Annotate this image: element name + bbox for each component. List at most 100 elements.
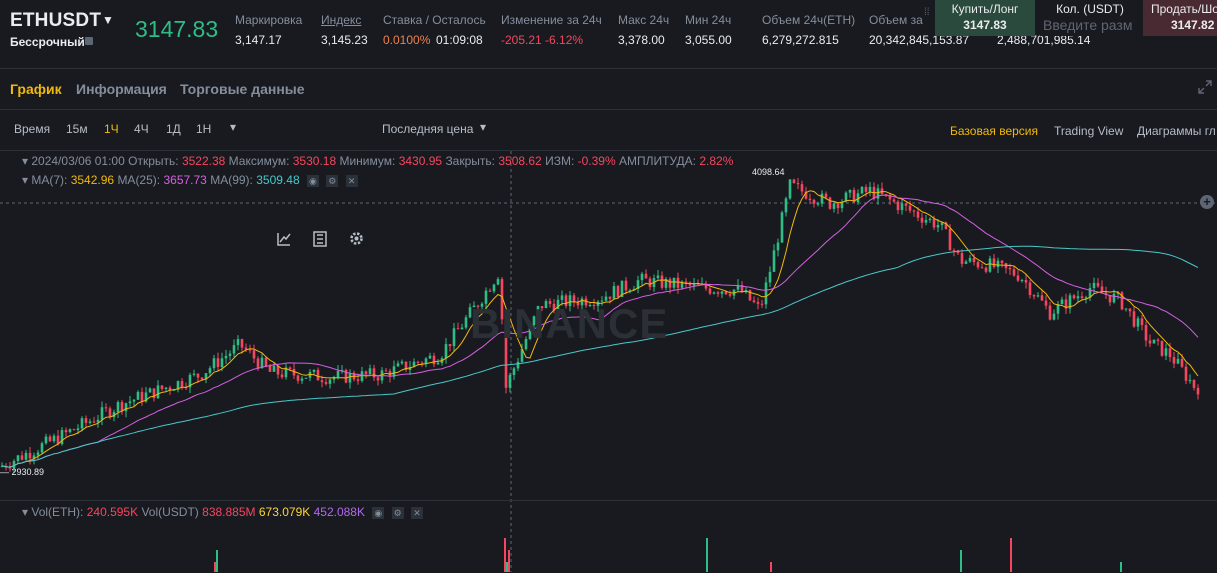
tab-trading-data[interactable]: Торговые данные bbox=[180, 81, 305, 97]
view-basic[interactable]: Базовая версия bbox=[950, 124, 1038, 138]
price-chart[interactable] bbox=[0, 151, 1217, 572]
candle-body bbox=[992, 258, 996, 268]
tab-chart[interactable]: График bbox=[10, 81, 62, 97]
candle-body bbox=[560, 295, 564, 300]
candle-body bbox=[180, 381, 184, 388]
ma-legend: ▾ MA(7): 3542.96 MA(25): 3657.73 MA(99):… bbox=[22, 173, 358, 187]
candle-body bbox=[932, 218, 936, 228]
candle-body bbox=[1148, 340, 1152, 344]
candle-body bbox=[1168, 348, 1172, 358]
view-tradingview[interactable]: Trading View bbox=[1054, 124, 1124, 138]
candle-body bbox=[268, 365, 272, 372]
vol-legend-caret-icon[interactable]: ▾ bbox=[22, 505, 32, 519]
drag-handle-icon[interactable]: ⁞⁞ bbox=[924, 7, 930, 18]
candle-body bbox=[728, 294, 732, 296]
candle-body bbox=[500, 279, 504, 320]
candle-body bbox=[892, 199, 896, 202]
view-depth[interactable]: Диаграммы гл bbox=[1137, 124, 1216, 138]
sell-short-button[interactable]: Продать/Шо 3147.82 bbox=[1143, 0, 1217, 36]
candle-body bbox=[220, 358, 224, 367]
candle-body bbox=[1080, 296, 1084, 299]
index-price-label[interactable]: Индекс bbox=[321, 13, 362, 27]
candle-body bbox=[1132, 311, 1136, 327]
buy-long-label: Купить/Лонг bbox=[951, 2, 1019, 16]
candle-body bbox=[284, 367, 288, 378]
candle-body bbox=[604, 296, 608, 301]
quantity-input[interactable]: Введите разм bbox=[1043, 17, 1133, 33]
candle-body bbox=[640, 273, 644, 281]
candle-body bbox=[452, 328, 456, 347]
interval-1w[interactable]: 1Н bbox=[196, 122, 212, 136]
candle-body bbox=[568, 295, 572, 306]
candle-body bbox=[828, 197, 832, 209]
vol-hide-eye-icon[interactable]: ◉ bbox=[372, 506, 385, 519]
tab-info[interactable]: Информация bbox=[76, 81, 167, 97]
candle-body bbox=[424, 358, 428, 364]
interval-1d[interactable]: 1Д bbox=[166, 122, 181, 136]
candle-body bbox=[676, 277, 680, 288]
candle-type-icon[interactable] bbox=[313, 231, 327, 247]
candle-body bbox=[344, 369, 348, 383]
candle-body bbox=[320, 380, 324, 383]
candle-body bbox=[948, 228, 952, 251]
interval-1h[interactable]: 1Ч bbox=[104, 122, 119, 136]
candle-body bbox=[148, 388, 152, 393]
price-type-select[interactable]: Последняя цена bbox=[382, 122, 474, 136]
candle-body bbox=[1120, 292, 1124, 310]
expand-icon[interactable] bbox=[1198, 80, 1212, 94]
candle-body bbox=[492, 284, 496, 292]
candle-body bbox=[544, 301, 548, 309]
plus-icon[interactable]: + bbox=[1200, 195, 1214, 209]
candle-body bbox=[1164, 348, 1168, 356]
interval-more-caret-icon[interactable]: ▾ bbox=[230, 120, 237, 134]
hide-eye-icon[interactable]: ◉ bbox=[306, 174, 319, 187]
candle-body bbox=[808, 198, 812, 200]
vol-close-icon[interactable]: ✕ bbox=[411, 506, 424, 519]
caret-down-icon[interactable]: ▼ bbox=[102, 13, 114, 27]
indicator-icon[interactable] bbox=[276, 231, 292, 247]
buy-long-button[interactable]: Купить/Лонг 3147.83 bbox=[935, 0, 1035, 36]
ma99-label: MA(99): bbox=[210, 173, 253, 187]
candle-body bbox=[24, 452, 28, 460]
symbol-selector[interactable]: ETHUSDT bbox=[10, 10, 102, 31]
candle-body bbox=[764, 282, 768, 305]
open-interest-value: 2,488,701,985.14 bbox=[997, 33, 1091, 47]
vol-settings-icon[interactable]: ⚙ bbox=[391, 506, 404, 519]
close-icon[interactable]: ✕ bbox=[345, 174, 358, 187]
candle-body bbox=[848, 189, 852, 193]
interval-4h[interactable]: 4Ч bbox=[134, 122, 149, 136]
low-price-value: 2930.89 bbox=[11, 467, 45, 477]
candle-body bbox=[780, 212, 784, 243]
candle-body bbox=[1068, 295, 1072, 309]
ma-legend-caret-icon[interactable]: ▾ bbox=[22, 173, 32, 187]
settings-gear-icon[interactable] bbox=[348, 230, 365, 247]
candle-body bbox=[528, 325, 532, 339]
candle-body bbox=[1128, 308, 1132, 312]
settings-icon[interactable]: ⚙ bbox=[326, 174, 339, 187]
price-type-caret-icon[interactable]: ▾ bbox=[480, 120, 487, 134]
candle-body bbox=[1084, 297, 1088, 299]
candle-body bbox=[708, 288, 712, 294]
candle-body bbox=[228, 353, 232, 356]
candle-body bbox=[356, 379, 360, 381]
ma7-line bbox=[1, 190, 1199, 468]
legend-caret-icon[interactable]: ▾ bbox=[22, 154, 32, 168]
candle-body bbox=[740, 285, 744, 293]
candle-body bbox=[332, 377, 336, 380]
candle-body bbox=[264, 357, 268, 366]
candle-body bbox=[988, 258, 992, 272]
contract-type: Бессрочный bbox=[10, 35, 85, 49]
amplitude-value: 2.82% bbox=[699, 154, 734, 168]
candle-body bbox=[868, 186, 872, 192]
candle-body bbox=[972, 258, 976, 263]
candle-body bbox=[576, 302, 580, 306]
candle-body bbox=[512, 368, 516, 375]
quantity-field[interactable]: Кол. (USDT) Введите разм bbox=[1040, 0, 1140, 36]
candle-body bbox=[144, 392, 148, 402]
interval-15m[interactable]: 15м bbox=[66, 122, 88, 136]
vol-usdt-value: 838.885M bbox=[202, 505, 256, 519]
time-label[interactable]: Время bbox=[14, 122, 51, 136]
candle-body bbox=[40, 443, 44, 453]
contract-info-icon[interactable] bbox=[85, 37, 93, 45]
candle-body bbox=[1096, 282, 1100, 287]
